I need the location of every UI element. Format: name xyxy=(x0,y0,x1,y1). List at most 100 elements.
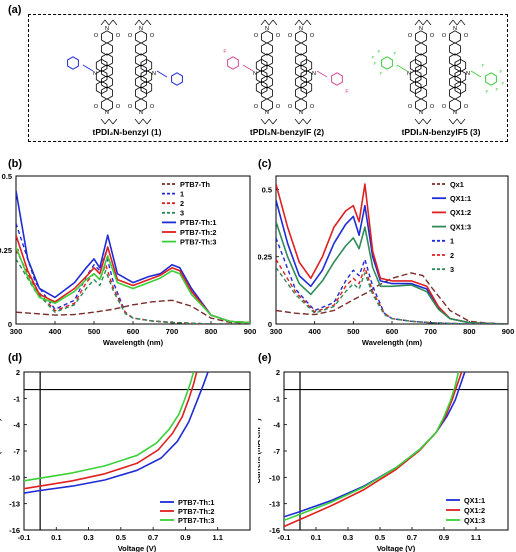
x-tick-label: 400 xyxy=(308,327,321,336)
series-line-qx1-3 xyxy=(276,221,508,324)
y-tick-label: -7 xyxy=(13,447,20,456)
oxygen-atom-label: O xyxy=(150,104,155,110)
panel-label-e: (e) xyxy=(258,352,272,364)
x-axis-label: Voltage (V) xyxy=(118,544,157,552)
nitrogen-atom-label: N xyxy=(407,71,411,77)
alkyl-chain xyxy=(260,19,278,26)
series-line-2 xyxy=(276,259,508,324)
oxygen-atom-label: O xyxy=(408,104,413,110)
core-ring xyxy=(415,42,427,56)
core-ring xyxy=(449,42,461,56)
nitrogen-atom-label: N xyxy=(265,110,269,116)
y-tick-label: -16 xyxy=(9,526,20,535)
fluorine-atom-label: F xyxy=(374,61,377,67)
nitrogen-atom-label: N xyxy=(93,71,97,77)
benzyl-bond xyxy=(156,70,168,78)
x-tick-label: 400 xyxy=(49,327,62,336)
legend-label: PTB7-Th:2 xyxy=(180,228,217,237)
imide-ring xyxy=(261,98,273,112)
jv-chart-e: -0.1 0.1 0.3 0.5 0.7 0.9 1.1 2 -1 -4 -7 -10 -13 -16 Vo… xyxy=(258,368,509,552)
oxygen-atom-label: O xyxy=(254,33,259,39)
oxygen-atom-label: O xyxy=(276,33,281,39)
nitrogen-atom-label: N xyxy=(265,26,269,32)
x-tick-label: 700 xyxy=(166,327,179,336)
molecule-name: tPDI₂N-benzyl (1) xyxy=(93,127,162,137)
alkyl-chain xyxy=(134,19,152,26)
benzyl-bond xyxy=(470,70,482,78)
core-ring xyxy=(135,42,147,56)
y-tick-label: 0.25 xyxy=(0,246,12,255)
nitrogen-atom-label: N xyxy=(152,71,156,77)
molecule-name: tPDI₂N-benzylF5 (3) xyxy=(402,127,481,137)
fluorine-atom-label: F xyxy=(496,87,499,93)
x-tick-label: 500 xyxy=(88,327,101,336)
absorbance-chart-c: 300 400 500 600 700 800 900 0 0.25 0.5 Wavelength … xyxy=(258,175,514,347)
legend-label: PTB7-Th:3 xyxy=(180,237,217,246)
benzyl-ring-left xyxy=(227,56,239,70)
legend-label: QX1:3 xyxy=(464,516,485,525)
x-tick-label: 0.5 xyxy=(375,533,385,542)
series-line-3 xyxy=(276,267,508,324)
panel-label-c: (c) xyxy=(258,158,272,170)
series-line-ptb7-th-3 xyxy=(24,372,195,482)
benzyl-bond xyxy=(242,64,254,72)
y-tick-label: -7 xyxy=(273,447,280,456)
oxygen-atom-label: O xyxy=(276,104,281,110)
fluorine-atom-label: F xyxy=(486,89,489,95)
y-tick-label: 0.5 xyxy=(2,172,12,181)
legend-label: Qx1 xyxy=(450,180,464,189)
y-tick-label: 0 xyxy=(268,320,272,329)
fluorine-atom-label: F xyxy=(372,55,375,61)
oxygen-atom-label: O xyxy=(288,104,293,110)
fluorine-atom-label: F xyxy=(223,49,227,55)
x-tick-label: 1.1 xyxy=(471,533,481,542)
y-tick-label: 2 xyxy=(276,368,280,377)
legend-label: QX1:3 xyxy=(450,222,471,231)
x-tick-label: 0.3 xyxy=(83,533,93,542)
jv-chart-d: -0.1 0.1 0.3 0.5 0.7 0.9 1.1 2 -1 -4 -7 -10 -13 -16 Vo… xyxy=(0,368,251,552)
series-line-qx1-2 xyxy=(276,183,508,324)
x-axis-label: Wavelength (nm) xyxy=(103,338,164,347)
y-tick-label: 0 xyxy=(8,320,12,329)
oxygen-atom-label: O xyxy=(288,33,293,39)
nitrogen-atom-label: N xyxy=(105,110,109,116)
nitrogen-atom-label: N xyxy=(419,26,423,32)
oxygen-atom-label: O xyxy=(116,33,121,39)
nitrogen-atom-label: N xyxy=(299,110,303,116)
series-line-3 xyxy=(16,258,250,324)
imide-ring xyxy=(135,98,147,112)
legend-label: 1 xyxy=(450,237,454,246)
benzyl-ring-right xyxy=(331,72,343,86)
alkyl-chain xyxy=(448,118,466,125)
imide-ring xyxy=(449,30,461,44)
alkyl-chain xyxy=(448,19,466,26)
x-tick-label: 0.9 xyxy=(180,533,190,542)
imide-ring xyxy=(415,30,427,44)
oxygen-atom-label: O xyxy=(430,33,435,39)
benzyl-bond xyxy=(316,70,328,78)
fluorine-atom-label: F xyxy=(378,49,381,55)
series-line-1 xyxy=(276,237,508,324)
oxygen-atom-label: O xyxy=(310,104,315,110)
imide-ring xyxy=(295,30,307,44)
series-line-qx1-2 xyxy=(284,372,463,528)
x-tick-label: 0.7 xyxy=(148,533,158,542)
imide-ring xyxy=(101,30,113,44)
legend-label: PTB7-Th:2 xyxy=(178,507,215,516)
molecule-name: tPDI₂N-benzylF (2) xyxy=(250,127,324,137)
nitrogen-atom-label: N xyxy=(139,110,143,116)
oxygen-atom-label: O xyxy=(128,33,133,39)
legend-label: PTB7-Th xyxy=(180,180,210,189)
legend-label: 1 xyxy=(180,189,184,198)
core-ring xyxy=(295,42,307,56)
oxygen-atom-label: O xyxy=(408,33,413,39)
x-axis-label: Voltage (V) xyxy=(377,544,416,552)
fluorine-atom-label: F xyxy=(500,69,503,75)
x-tick-label: 0.3 xyxy=(343,533,353,542)
alkyl-chain xyxy=(100,19,118,26)
y-tick-label: 0.25 xyxy=(258,253,272,262)
